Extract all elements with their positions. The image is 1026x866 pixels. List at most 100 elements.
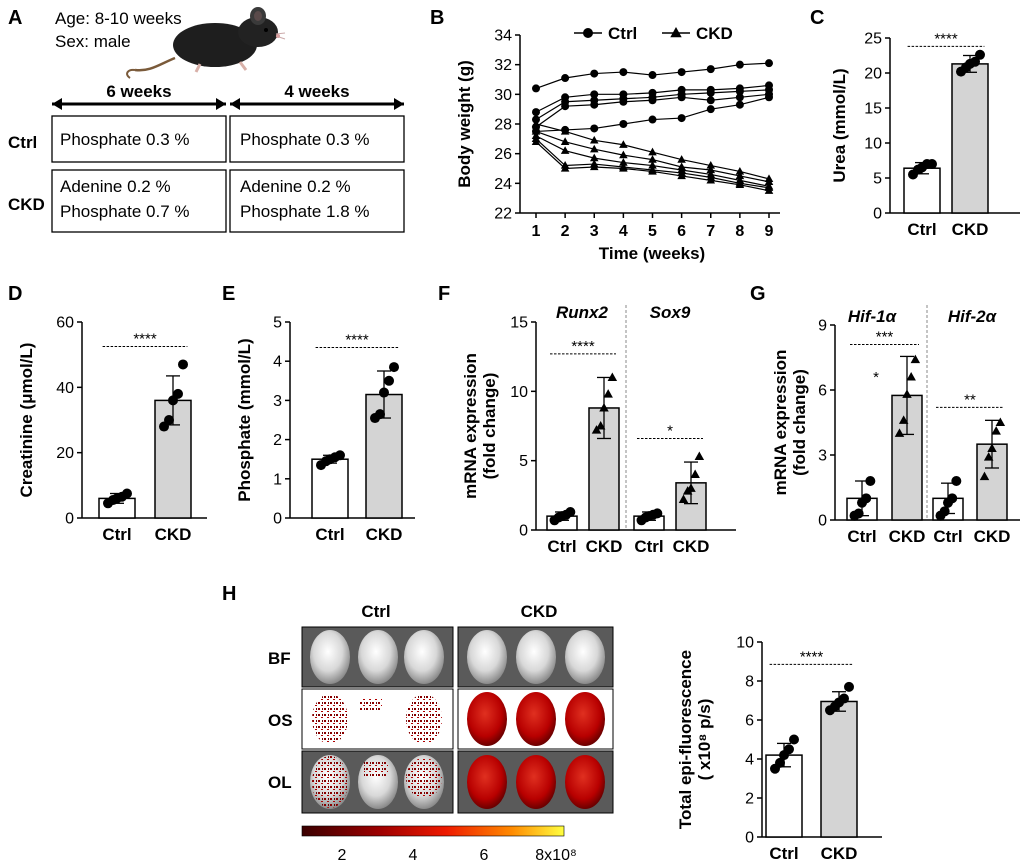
chart-b-legend-ckd: CKD: [696, 24, 733, 43]
chart-f-x-tick-label: CKD: [673, 537, 710, 556]
ctrl-diet-4w: Phosphate 0.3 %: [240, 130, 369, 149]
colorbar-tick-4: 4: [409, 847, 418, 864]
chart-f-x-tick-label: Ctrl: [634, 537, 663, 556]
chart-b-data-point: [619, 97, 628, 106]
chart-b-data-point: [531, 119, 541, 128]
chart-d-creatinine: 0 20 40 60 Ctrl CKD **** Creatinine (μmol/L): [17, 315, 207, 544]
chart-d-y-tick-label: 60: [56, 315, 74, 332]
panel-letter-f: F: [438, 283, 450, 305]
chart-b-data-point: [619, 140, 628, 148]
chart-b-x-tick-label: 4: [619, 223, 628, 240]
chart-b-data-point: [706, 65, 715, 74]
chart-b-data-point: [677, 155, 686, 163]
panel-a-design: Age: 8-10 weeks Sex: male 6 weeks 4 week…: [8, 7, 405, 233]
chart-f-x-tick-label: Ctrl: [547, 537, 576, 556]
panel-letter-e: E: [222, 283, 235, 305]
chart-g-data-point: [906, 372, 916, 381]
chart-b-data-point: [560, 126, 570, 135]
chart-h-y-tick-label: 6: [745, 713, 754, 730]
chart-b-x-label: Time (weeks): [599, 244, 705, 263]
imaging-row-bf: BF: [268, 649, 291, 668]
chart-g-y-tick-label: 3: [818, 448, 827, 465]
chart-b-data-point: [706, 96, 715, 105]
panel-letter-b: B: [430, 7, 444, 29]
chart-g-data-point: [983, 452, 994, 461]
chart-f-y-label-line2: (fold change): [480, 373, 499, 480]
chart-f-data-point: [565, 506, 576, 517]
chart-b-data-point: [619, 150, 628, 159]
chart-h-fluorescence: 0 2 4 6 8 10 Ctrl CKD **** Total epi-fluorescence…: [676, 635, 882, 863]
chart-h-y-tick-label: 10: [736, 635, 754, 652]
imaging-row-os: OS: [268, 711, 293, 730]
chart-b-data-point: [765, 59, 773, 68]
chart-b-data-point: [735, 171, 745, 180]
chart-b-data-point: [677, 68, 686, 77]
chart-c-y-label: Urea (mmol/L): [830, 68, 849, 182]
chart-e-y-label: Phosphate (mmol/L): [235, 338, 254, 501]
chart-f-sig-label: *: [667, 422, 673, 439]
chart-g-y-tick-label: 0: [818, 513, 827, 530]
chart-b-data-point: [590, 124, 599, 133]
chart-f-data-point: [599, 402, 609, 412]
chart-b-data-point: [561, 74, 570, 83]
chart-f-data-point: [652, 508, 663, 519]
chart-b-data-point: [765, 93, 773, 102]
ckd-diet-4w-phosphate: Phosphate 1.8 %: [240, 202, 369, 221]
chart-b-x-tick-label: 2: [561, 223, 570, 240]
chart-d-sig-label: ****: [133, 331, 157, 348]
chart-b-x-tick-label: 7: [706, 223, 715, 240]
panel-letter-a: A: [8, 7, 22, 29]
chart-b-data-point: [735, 93, 744, 102]
chart-g-data-point: [894, 428, 905, 437]
chart-b-data-point: [619, 164, 628, 172]
chart-b-data-point: [735, 100, 744, 109]
chart-b-data-point: [735, 60, 744, 69]
chart-b-data-point: [648, 147, 657, 156]
colorbar-tick-8: 8x10⁸: [535, 847, 576, 864]
chart-b-y-tick-label: 22: [494, 206, 512, 223]
chart-c-y-tick-label: 20: [864, 66, 882, 83]
chart-f-data-point: [686, 483, 696, 492]
chart-h-y-tick-label: 8: [745, 674, 754, 691]
chart-g-group-label: Hif-2α: [948, 307, 998, 326]
chart-b-legend-marker-ctrl: [583, 28, 593, 38]
chart-b-data-point: [706, 88, 715, 97]
colorbar: [301, 825, 565, 837]
chart-f-y-tick-label: 15: [510, 315, 528, 332]
chart-b-x-tick-label: 9: [765, 223, 774, 240]
heart-bf-ckd: [516, 630, 556, 684]
imaging-col-ctrl: Ctrl: [361, 602, 390, 621]
chart-d-y-label: Creatinine (μmol/L): [17, 343, 36, 498]
chart-g-sig-label: ***: [876, 329, 894, 346]
chart-b-data-point: [706, 175, 716, 184]
panel-letter-g: G: [750, 283, 766, 305]
chart-g-data-point: [910, 354, 921, 364]
heart-os-ctrl: [312, 694, 348, 744]
chart-g-data-point: [947, 493, 958, 504]
panel-letter-c: C: [810, 7, 824, 29]
chart-f-data-point: [694, 451, 705, 461]
chart-e-data-point: [335, 450, 345, 461]
chart-h-data-point: [789, 734, 799, 745]
chart-b-x-tick-label: 6: [677, 223, 686, 240]
chart-b-y-label: Body weight (g): [455, 60, 474, 187]
chart-g-data-point: [991, 426, 1001, 435]
chart-b-data-point: [706, 105, 715, 114]
chart-f-y-tick-label: 5: [519, 453, 528, 470]
heart-ol-ckd: [516, 755, 556, 809]
chart-b-data-point: [531, 137, 541, 145]
panel-letter-d: D: [8, 283, 22, 305]
chart-b-data-point: [735, 87, 744, 96]
chart-h-data-point: [844, 681, 854, 692]
chart-b-data-point: [532, 84, 540, 93]
chart-g-data-point: [898, 415, 909, 424]
chart-c-y-tick-label: 25: [864, 31, 882, 48]
chart-c-data-point: [975, 49, 985, 60]
chart-e-y-tick-label: 3: [273, 393, 282, 410]
chart-b-data-point: [706, 165, 716, 174]
chart-e-y-tick-label: 5: [273, 315, 282, 332]
imaging-row-ol: OL: [268, 773, 292, 792]
chart-c-data-point: [970, 56, 980, 67]
